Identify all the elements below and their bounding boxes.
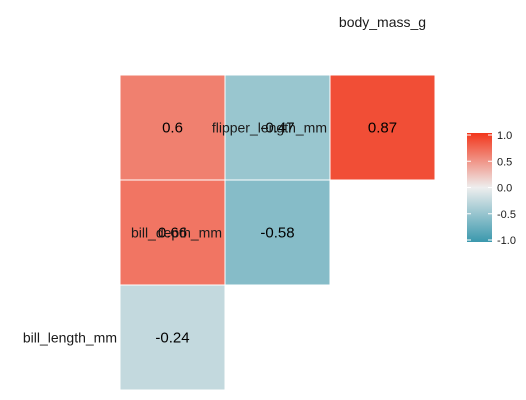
cell-value-body-mass-g-bill-depth-mm: -0.47 [260,120,294,137]
legend-tick-label: 0.0 [497,183,512,195]
color-legend: 1.0 0.5 0.0 -0.5 -1.0 [467,130,516,247]
legend-tick-label: 1.0 [497,130,512,142]
heatmap-cell-body-mass-g-bill-depth-mm [224,74,331,181]
heatmap-cell-bill-depth-mm-bill-length-mm [119,284,226,391]
variable-label-bill-length-mm: bill_length_mm [23,330,117,346]
cell-value-flipper-length-mm-bill-depth-mm: -0.58 [260,225,294,242]
cell-value-body-mass-g-flipper-length-mm: 0.87 [368,120,397,137]
legend-tick-label: 0.5 [497,156,512,168]
heatmap-cell-flipper-length-mm-bill-length-mm [119,179,226,286]
heatmap-cell-body-mass-g-flipper-length-mm [329,74,436,181]
cell-value-bill-depth-mm-bill-length-mm: -0.24 [155,330,189,347]
cell-value-body-mass-g-bill-length-mm: 0.6 [162,120,183,137]
variable-labels: bill_length_mm bill_depth_mm flipper_lengt… [23,14,426,346]
legend-tick-label: -0.5 [497,209,516,221]
heatmap-cells [119,74,436,391]
variable-label-body-mass-g: body_mass_g [339,14,426,30]
variable-label-bill-depth-mm: bill_depth_mm [131,225,222,241]
cell-value-flipper-length-mm-bill-length-mm: 0.66 [158,225,187,242]
variable-label-flipper-length-mm: flipper_length_mm [212,120,327,136]
heatmap-cell-body-mass-g-bill-length-mm [119,74,226,181]
legend-colorbar [467,133,492,242]
heatmap-cell-labels: -0.24 0.66 -0.58 0.6 -0.47 0.87 [155,120,397,347]
legend-ticks: 1.0 0.5 0.0 -0.5 -1.0 [467,130,516,247]
legend-tick-label: -1.0 [497,235,516,247]
